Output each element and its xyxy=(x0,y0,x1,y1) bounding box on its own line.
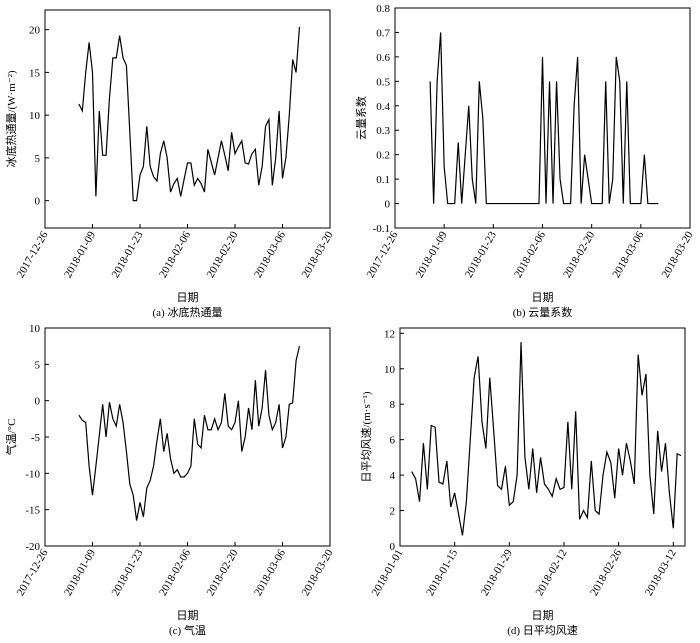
data-line xyxy=(429,32,659,205)
y-tick-label: 4 xyxy=(390,470,396,482)
x-axis-label: 日期 xyxy=(177,291,199,304)
y-axis-label: 冰底热通量/(W·m⁻²) xyxy=(4,70,18,167)
x-tick-label: 2018-02-20 xyxy=(205,229,241,280)
x-tick-label: 2017-12-26 xyxy=(15,229,51,280)
y-tick-label: 5 xyxy=(35,359,41,371)
y-axis-label: 气温/°C xyxy=(4,419,18,456)
y-tick-label: -10 xyxy=(25,468,40,480)
y-tick-label: 6 xyxy=(390,435,396,447)
caption: (a) 冰底热通量 xyxy=(153,305,223,319)
y-tick-label: 0.2 xyxy=(376,150,390,162)
x-axis-label: 日期 xyxy=(532,291,554,304)
y-tick-label: 2 xyxy=(390,506,396,518)
x-axis-label: 日期 xyxy=(532,609,554,622)
x-tick-label: 2018-02-12 xyxy=(534,548,570,598)
y-tick-label: 5 xyxy=(35,153,41,165)
y-axis-label: 日平均风速/(m·s⁻¹) xyxy=(360,391,373,482)
x-tick-label: 2018-02-06 xyxy=(512,229,548,280)
x-tick-label: 2018-01-09 xyxy=(414,229,450,280)
x-tick-label: 2018-01-09 xyxy=(62,547,98,598)
x-tick-label: 2018-02-20 xyxy=(561,229,597,280)
y-tick-label: 0.3 xyxy=(376,125,390,137)
y-tick-label: 0.6 xyxy=(376,52,390,64)
y-tick-label: 10 xyxy=(29,110,41,122)
y-tick-label: 0 xyxy=(385,199,391,211)
x-tick-label: 2018-03-12 xyxy=(643,548,679,598)
data-line xyxy=(78,27,301,202)
y-tick-label: 15 xyxy=(29,67,41,79)
x-tick-label: 2018-03-06 xyxy=(610,229,646,280)
y-tick-label: 0.5 xyxy=(376,76,390,88)
x-tick-label: 2018-01-09 xyxy=(62,229,98,280)
y-tick-label: -15 xyxy=(25,505,40,517)
y-tick-label: 20 xyxy=(29,25,41,37)
x-tick-label: 2018-03-20 xyxy=(660,229,696,280)
x-tick-label: 2018-03-06 xyxy=(252,547,288,598)
y-tick-label: 0 xyxy=(35,196,41,208)
x-tick-label: 2018-03-20 xyxy=(300,547,336,598)
x-tick-label: 2018-01-15 xyxy=(424,547,460,598)
y-axis-label: 云量系数 xyxy=(355,96,368,140)
x-tick-label: 2018-01-29 xyxy=(479,547,515,598)
data-line xyxy=(78,346,301,521)
x-tick-label: 2018-02-06 xyxy=(157,547,193,598)
plot-frame xyxy=(399,327,686,547)
x-tick-label: 2018-01-01 xyxy=(370,548,406,598)
x-axis-label: 日期 xyxy=(177,609,199,622)
x-tick-label: 2018-03-20 xyxy=(300,229,336,280)
y-tick-label: 0.4 xyxy=(376,101,390,113)
plot-frame xyxy=(394,7,691,229)
y-tick-label: 0 xyxy=(390,541,396,553)
x-tick-label: 2018-01-23 xyxy=(110,547,146,598)
y-tick-label: 10 xyxy=(384,364,396,376)
y-tick-label: 12 xyxy=(384,328,395,340)
y-tick-label: 0.8 xyxy=(376,3,390,15)
caption: (b) 云量系数 xyxy=(513,306,573,319)
plot-frame xyxy=(44,9,331,229)
data-line xyxy=(411,342,682,536)
x-tick-label: 2018-02-26 xyxy=(588,547,624,598)
x-tick-label: 2017-12-26 xyxy=(365,229,401,280)
plot-frame xyxy=(44,327,331,547)
y-tick-label: 0 xyxy=(35,396,41,408)
x-tick-label: 2017-12-26 xyxy=(15,547,51,598)
y-tick-label: 10 xyxy=(29,323,41,335)
y-tick-label: -0.1 xyxy=(373,223,390,235)
x-tick-label: 2018-01-23 xyxy=(110,229,146,280)
y-tick-label: 0.1 xyxy=(376,174,390,186)
y-tick-label: -5 xyxy=(31,432,41,444)
caption: (c) 气温 xyxy=(169,623,206,637)
x-tick-label: 2018-02-06 xyxy=(157,229,193,280)
y-tick-label: 8 xyxy=(390,399,396,411)
x-tick-label: 2018-03-06 xyxy=(252,229,288,280)
caption: (d) 日平均风速 xyxy=(507,624,578,637)
y-tick-label: -20 xyxy=(25,541,40,553)
y-tick-label: 0.7 xyxy=(376,27,390,39)
x-tick-label: 2018-01-23 xyxy=(463,229,499,280)
x-tick-label: 2018-02-20 xyxy=(205,547,241,598)
